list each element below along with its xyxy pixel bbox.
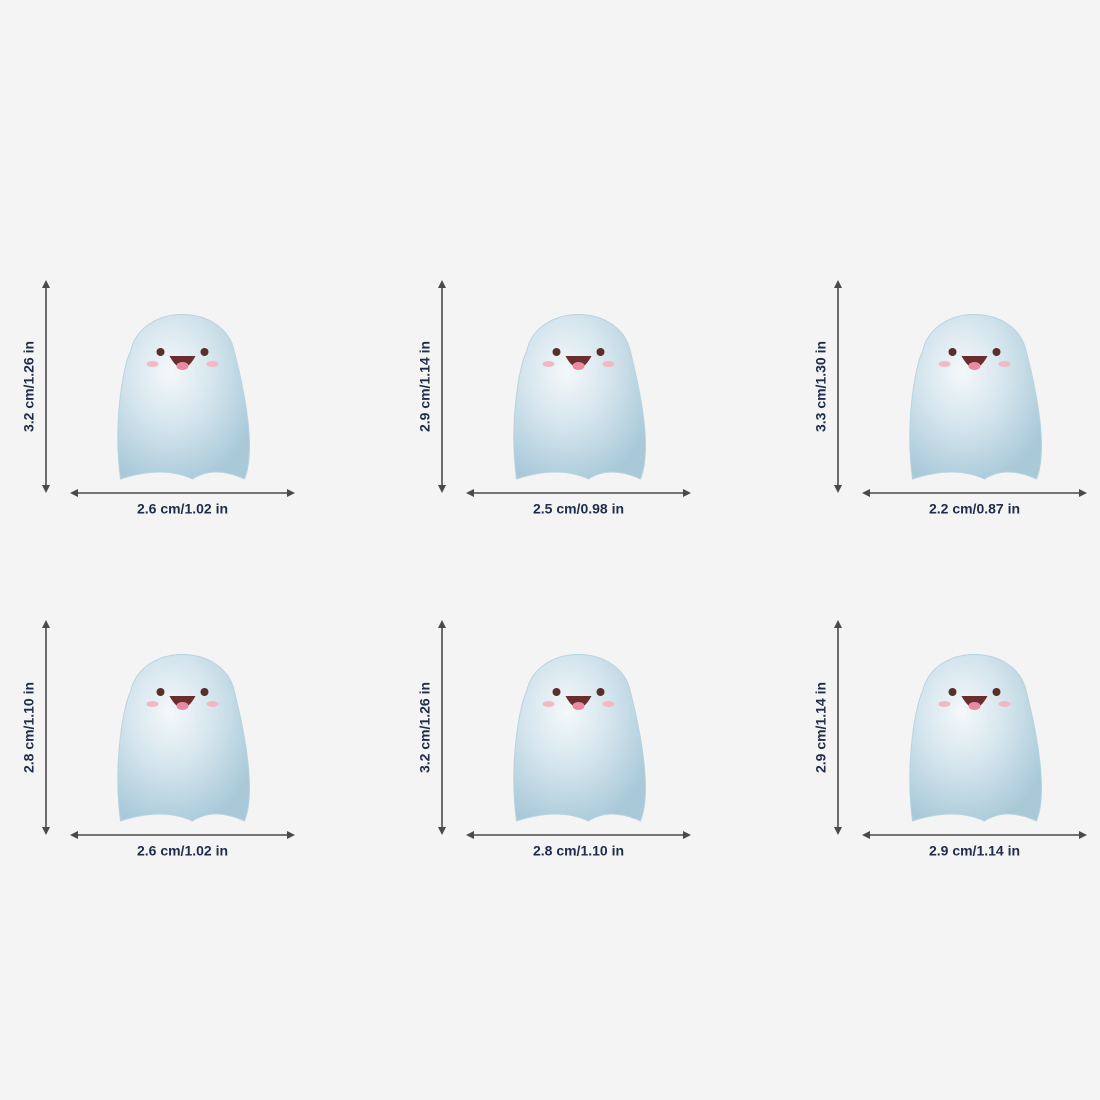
ghost-item: 2.9 cm/1.14 in 2.5 cm/0.98 in (417, 280, 691, 517)
ghost-blush (938, 361, 951, 367)
arrow-head (683, 831, 691, 839)
arrow-head (683, 489, 691, 497)
arrow-head (42, 280, 50, 288)
ghost-blush (146, 701, 159, 707)
ghost-tongue (572, 702, 585, 710)
ghost-body (909, 314, 1042, 480)
width-label: 2.8 cm/1.10 in (533, 843, 624, 859)
ghost-blush (206, 701, 219, 707)
ghost-eye (948, 348, 957, 356)
height-label: 3.2 cm/1.26 in (21, 341, 37, 432)
ghost-item: 3.3 cm/1.30 in 2.2 cm/0.87 in (813, 280, 1087, 517)
ghost-blush (206, 361, 219, 367)
width-label: 2.2 cm/0.87 in (929, 501, 1020, 517)
ghost-eye (992, 688, 1001, 696)
ghost-eye (948, 688, 957, 696)
arrow-head (862, 831, 870, 839)
arrow-head (834, 280, 842, 288)
arrow-head (287, 489, 295, 497)
width-label: 2.9 cm/1.14 in (929, 843, 1020, 859)
arrow-head (1079, 489, 1087, 497)
ghost-eye (200, 688, 209, 696)
ghost-blush (602, 701, 615, 707)
arrow-head (834, 485, 842, 493)
ghost-body (117, 654, 250, 822)
ghost-tongue (968, 362, 981, 370)
arrow-head (834, 620, 842, 628)
arrow-head (287, 831, 295, 839)
arrow-head (438, 280, 446, 288)
ghost-tongue (176, 362, 189, 370)
height-label: 2.9 cm/1.14 in (417, 341, 433, 432)
width-label: 2.5 cm/0.98 in (533, 501, 624, 517)
ghost-body (513, 654, 646, 822)
ghost-eye (596, 688, 605, 696)
height-label: 2.9 cm/1.14 in (813, 682, 829, 773)
ghost-eye (992, 348, 1001, 356)
arrow-head (42, 620, 50, 628)
ghost-eye (156, 348, 165, 356)
height-label: 2.8 cm/1.10 in (21, 682, 37, 773)
height-label: 3.3 cm/1.30 in (813, 341, 829, 432)
ghost-item: 3.2 cm/1.26 in 2.6 cm/1.02 in (21, 280, 295, 517)
arrow-head (42, 485, 50, 493)
ghost-blush (938, 701, 951, 707)
arrow-head (834, 827, 842, 835)
arrow-head (438, 620, 446, 628)
ghost-eye (200, 348, 209, 356)
arrow-head (862, 489, 870, 497)
ghost-item: 2.8 cm/1.10 in 2.6 cm/1.02 in (21, 620, 295, 859)
ghost-blush (542, 361, 555, 367)
ghost-tongue (176, 702, 189, 710)
ghost-body (117, 314, 250, 480)
arrow-head (438, 827, 446, 835)
ghost-eye (156, 688, 165, 696)
arrow-head (42, 827, 50, 835)
ghost-item: 3.2 cm/1.26 in 2.8 cm/1.10 in (417, 620, 691, 859)
ghost-blush (998, 361, 1011, 367)
ghost-blush (146, 361, 159, 367)
ghost-blush (602, 361, 615, 367)
arrow-head (438, 485, 446, 493)
ghost-item: 2.9 cm/1.14 in 2.9 cm/1.14 in (813, 620, 1087, 859)
ghost-body (513, 314, 646, 480)
ghost-blush (998, 701, 1011, 707)
width-label: 2.6 cm/1.02 in (137, 501, 228, 517)
ghost-tongue (572, 362, 585, 370)
ghost-tongue (968, 702, 981, 710)
arrow-head (466, 489, 474, 497)
ghost-blush (542, 701, 555, 707)
ghost-eye (596, 348, 605, 356)
ghost-body (909, 654, 1042, 822)
ghost-eye (552, 348, 561, 356)
arrow-head (70, 831, 78, 839)
arrow-head (70, 489, 78, 497)
ghost-eye (552, 688, 561, 696)
arrow-head (466, 831, 474, 839)
width-label: 2.6 cm/1.02 in (137, 843, 228, 859)
arrow-head (1079, 831, 1087, 839)
height-label: 3.2 cm/1.26 in (417, 682, 433, 773)
